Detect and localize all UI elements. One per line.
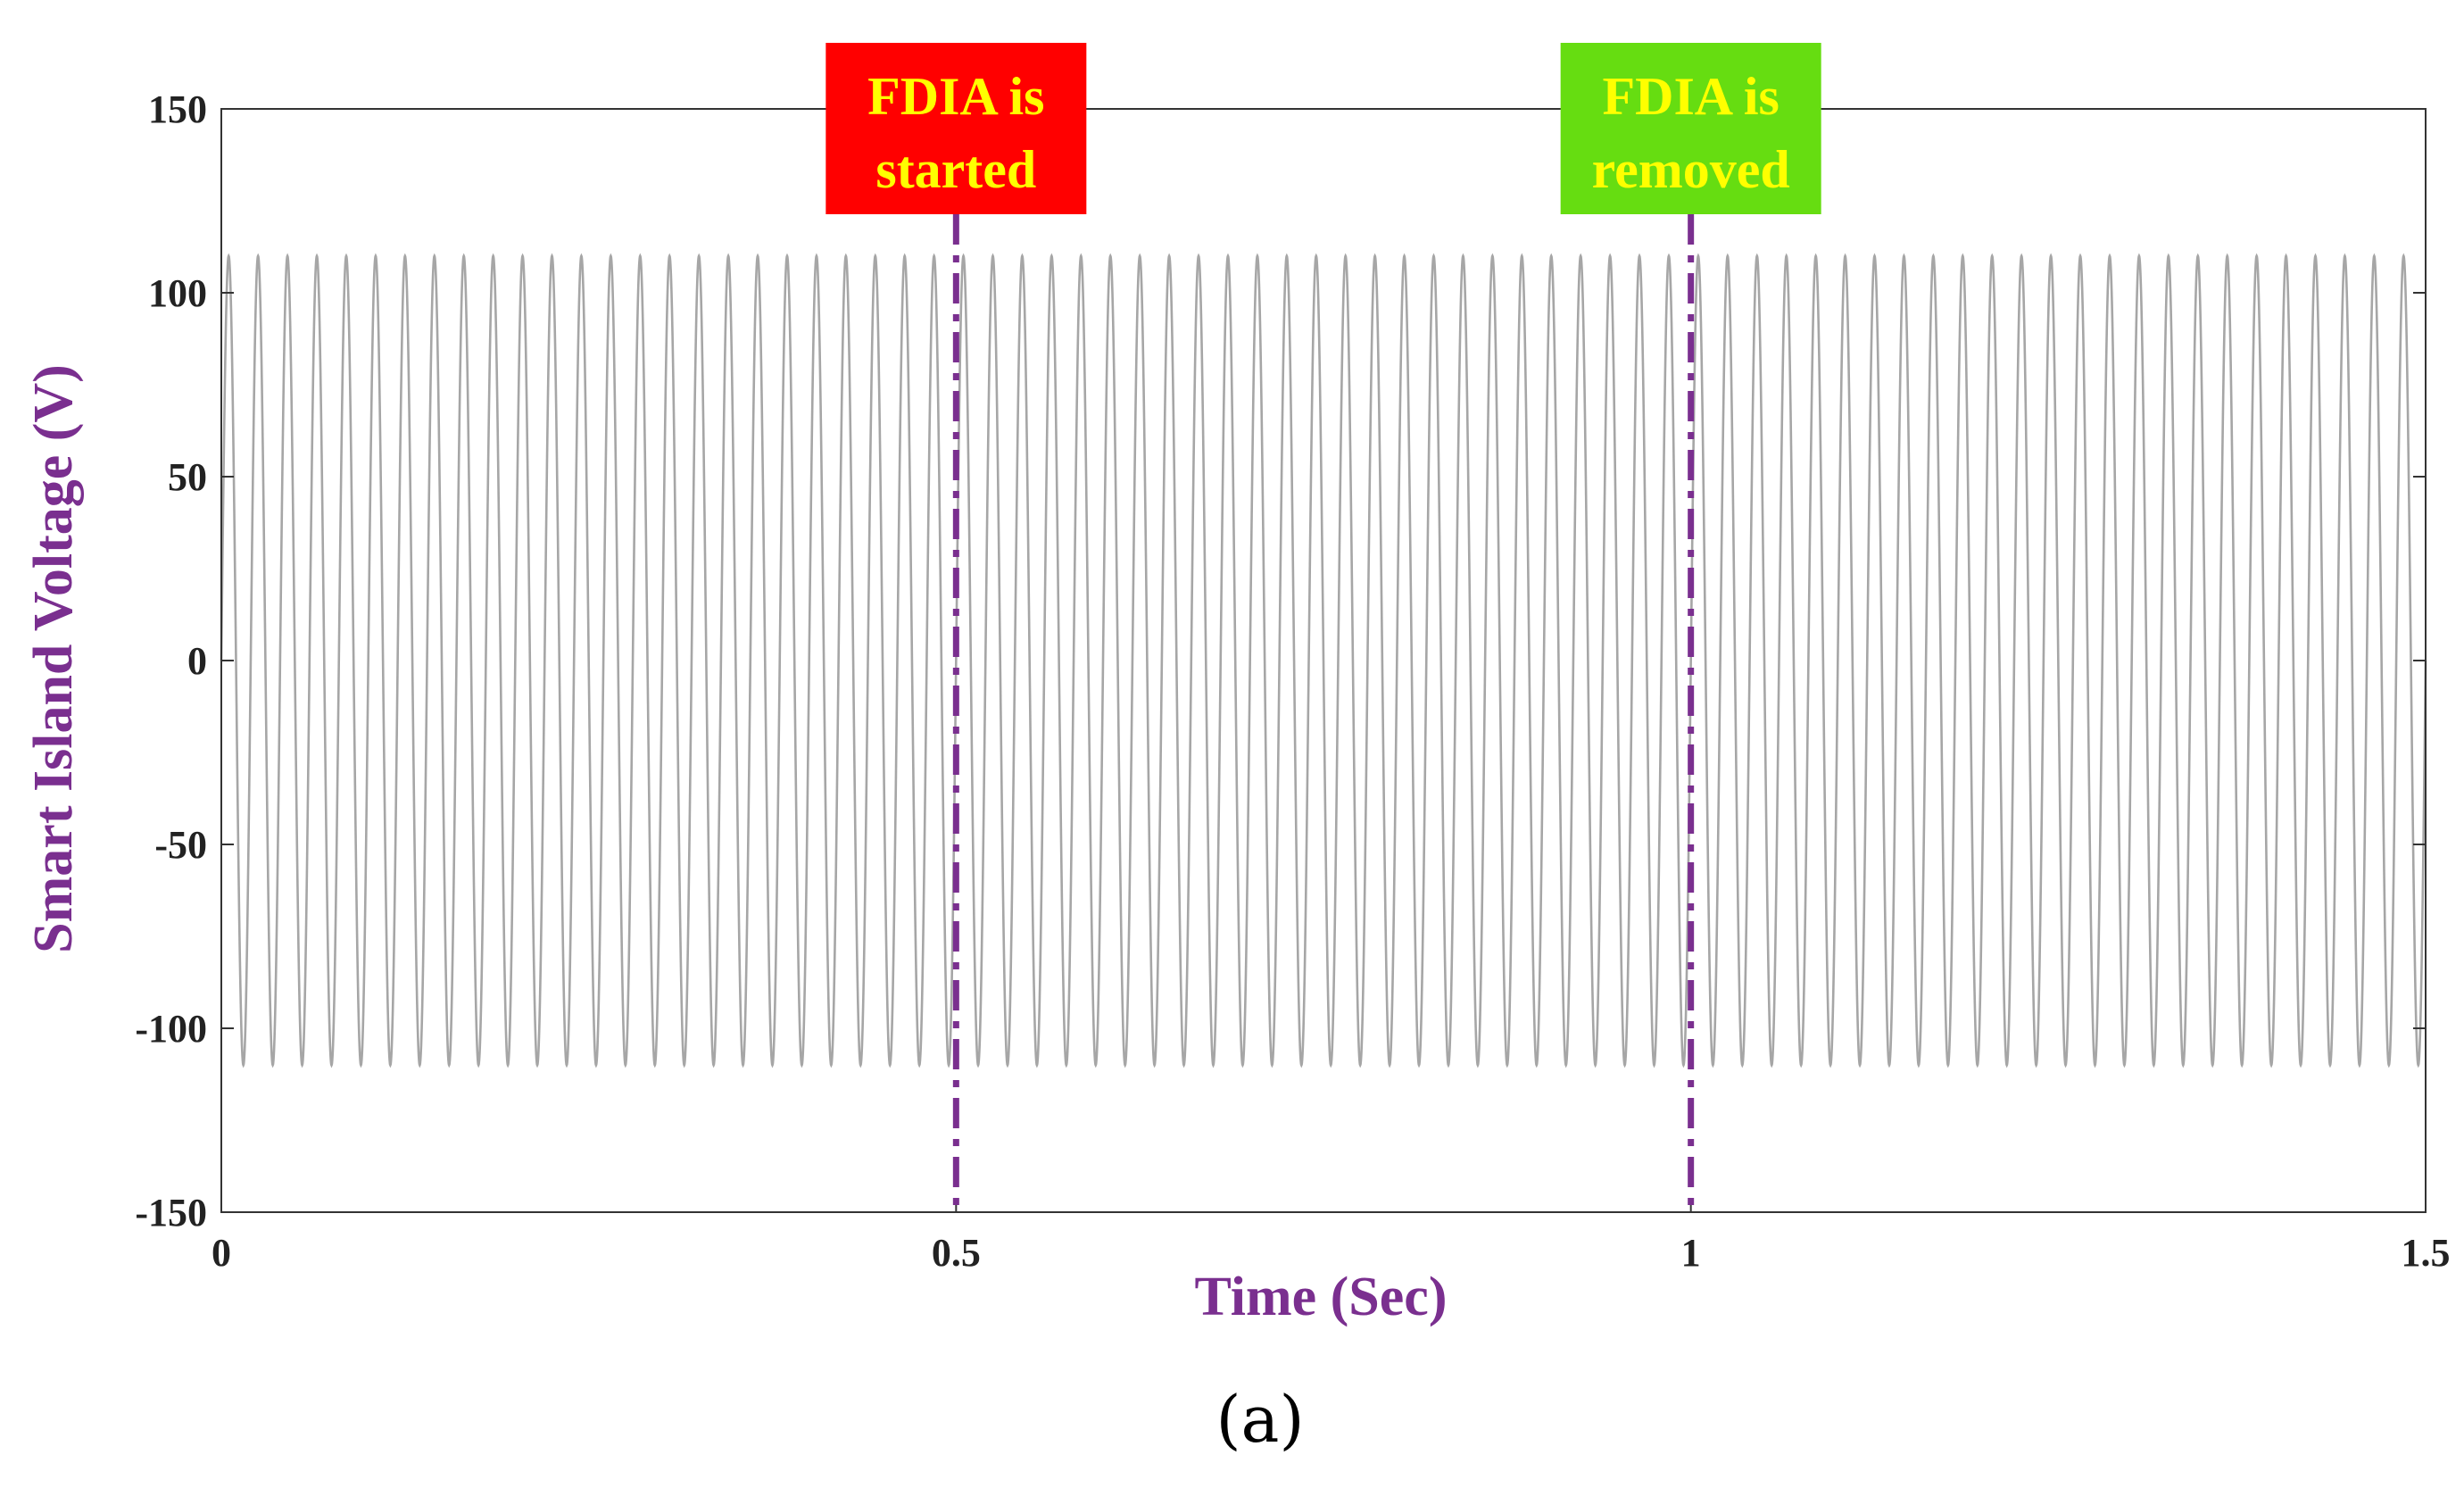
- x-tick-label: 1.5: [2402, 1231, 2451, 1275]
- event-label-box: [825, 43, 1087, 214]
- event-label-text: FDIA is: [1602, 67, 1779, 126]
- x-tick-label: 0: [212, 1231, 231, 1275]
- y-tick-label: 100: [148, 271, 207, 315]
- y-tick-label: -150: [135, 1191, 207, 1234]
- panel-label: (a): [1215, 1382, 1304, 1457]
- x-tick-label: 0.5: [932, 1231, 981, 1275]
- event-label-box: [1560, 43, 1821, 214]
- event-markers: FDIA is started FDIA is removed: [825, 43, 1821, 1212]
- plot-area: [220, 108, 2427, 1213]
- y-tick-label: 0: [187, 639, 207, 683]
- event-label-text: started: [875, 140, 1036, 199]
- y-tick-label: 50: [168, 455, 207, 499]
- event-label-text: FDIA is: [867, 67, 1044, 126]
- x-axis-title: Time (Sec): [1195, 1267, 1448, 1327]
- voltage-series-line-0: [220, 253, 2427, 1068]
- y-axis-title: Smart Island Voltage (V): [23, 364, 84, 953]
- y-tick-label: 150: [148, 87, 207, 131]
- event-label-text: removed: [1592, 140, 1790, 199]
- y-tick-label: -100: [135, 1007, 207, 1051]
- y-tick-label: -50: [154, 823, 207, 867]
- x-tick-label: 1: [1681, 1231, 1701, 1275]
